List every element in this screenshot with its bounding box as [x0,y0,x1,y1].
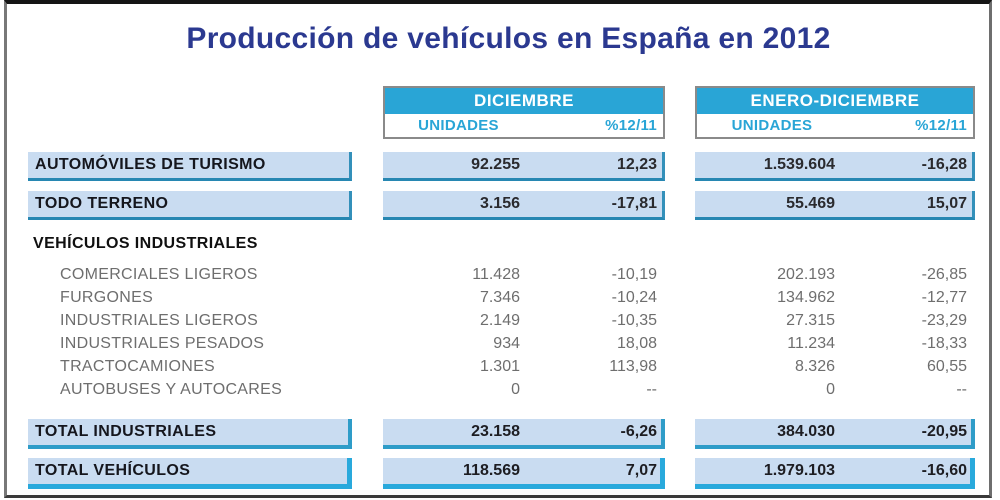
cell-unidades: 0 [826,380,835,398]
subcolumn-pct: %12/11 [605,117,657,134]
column-group-enero-diciembre: ENERO-DICIEMBRE UNIDADES %12/11 [695,86,975,139]
cell-unidades: 1.979.103 [763,462,835,479]
cell-unidades: 11.234 [787,334,835,352]
cell-pct: -10,24 [611,288,657,306]
cell-unidades: 7.346 [479,288,520,306]
outer-frame: Producción de vehículos en España en 201… [4,0,992,498]
cell-pct: -26,85 [921,265,967,283]
cell-pct: -10,19 [611,265,657,283]
enero-diciembre-cells: 384.030 -20,95 [695,419,975,449]
subcolumn-unidades: UNIDADES [731,117,813,134]
title-bar: Producción de vehículos en España en 201… [28,4,989,74]
cell-unidades: 23.158 [471,423,520,440]
column-group-diciembre: DICIEMBRE UNIDADES %12/11 [383,86,665,139]
cell-unidades: 3.156 [479,195,520,212]
diciembre-cells: 92.255 12,23 [383,152,665,181]
grand-total-row: TOTAL VEHÍCULOS 118.569 7,07 1.979.103 -… [28,458,989,489]
section-label: VEHÍCULOS INDUSTRIALES [33,235,258,252]
cell-unidades: 202.193 [777,265,835,283]
cell-unidades: 384.030 [777,423,835,440]
cell-pct: -23,29 [921,311,967,329]
enero-diciembre-cells: 1.979.103 -16,60 [695,458,975,489]
table-row: TRACTOCAMIONES 1.301 113,98 8.326 60,55 [28,355,989,378]
cell-pct: 15,07 [926,195,967,212]
row-label: INDUSTRIALES PESADOS [60,334,265,352]
cell-pct: -16,28 [921,156,967,173]
row-label: TOTAL INDUSTRIALES [28,419,352,449]
cell-unidades: 0 [511,380,520,398]
cell-pct: 60,55 [926,357,967,375]
cell-unidades: 934 [493,334,520,352]
cell-unidades: 55.469 [786,195,835,212]
diciembre-cells: 3.156 -17,81 [383,191,665,220]
row-label: TODO TERRENO [28,191,352,220]
cell-pct: -20,95 [921,423,967,440]
cell-pct: -- [646,380,657,398]
row-label: INDUSTRIALES LIGEROS [60,311,259,329]
diciembre-cells: 23.158 -6,26 [383,419,665,449]
cell-pct: -- [956,380,967,398]
row-label: TRACTOCAMIONES [60,357,216,375]
cell-pct: -12,77 [921,288,967,306]
cell-pct: -18,33 [921,334,967,352]
column-group-label: ENERO-DICIEMBRE [697,88,973,114]
cell-unidades: 1.301 [479,357,520,375]
table-row: AUTOMÓVILES DE TURISMO 92.255 12,23 1.53… [28,152,989,181]
cell-unidades: 27.315 [786,311,835,329]
table-row: FURGONES 7.346 -10,24 134.962 -12,77 [28,286,989,309]
page-title: Producción de vehículos en España en 201… [186,22,831,55]
row-label: COMERCIALES LIGEROS [60,265,258,283]
total-row: TOTAL INDUSTRIALES 23.158 -6,26 384.030 … [28,419,989,449]
table-row: COMERCIALES LIGEROS 11.428 -10,19 202.193… [28,263,989,286]
cell-unidades: 8.326 [794,357,835,375]
cell-unidades: 92.255 [471,156,520,173]
diciembre-cells: 118.569 7,07 [383,458,665,489]
row-label: FURGONES [60,288,154,306]
cell-pct: -16,60 [921,462,967,479]
row-label: TOTAL VEHÍCULOS [28,458,352,489]
row-label: AUTOMÓVILES DE TURISMO [28,152,352,181]
cell-pct: -10,35 [611,311,657,329]
enero-diciembre-cells: 55.469 15,07 [695,191,975,220]
table-row: INDUSTRIALES PESADOS 934 18,08 11.234 -18,… [28,332,989,355]
column-group-label: DICIEMBRE [385,88,663,114]
cell-unidades: 118.569 [463,462,520,479]
table-row: AUTOBUSES Y AUTOCARES 0 -- 0 -- [28,378,989,401]
section-header-row: VEHÍCULOS INDUSTRIALES [28,233,989,255]
subcolumn-unidades: UNIDADES [418,117,499,134]
cell-unidades: 134.962 [777,288,835,306]
cell-unidades: 11.428 [472,265,520,283]
cell-unidades: 1.539.604 [763,156,835,173]
cell-pct: -17,81 [611,195,657,212]
cell-pct: 18,08 [616,334,657,352]
table-content: Producción de vehículos en España en 201… [7,4,989,489]
row-label: AUTOBUSES Y AUTOCARES [60,380,283,398]
cell-pct: 12,23 [616,156,657,173]
table-row: TODO TERRENO 3.156 -17,81 55.469 15,07 [28,191,989,220]
enero-diciembre-cells: 1.539.604 -16,28 [695,152,975,181]
subcolumn-pct: %12/11 [915,117,967,134]
cell-pct: 113,98 [609,357,657,375]
cell-pct: -6,26 [620,423,657,440]
table-header-row: DICIEMBRE UNIDADES %12/11 ENERO-DICIEMBR… [28,86,989,139]
cell-pct: 7,07 [625,462,657,479]
table-row: INDUSTRIALES LIGEROS 2.149 -10,35 27.315 -… [28,309,989,332]
cell-unidades: 2.149 [479,311,520,329]
